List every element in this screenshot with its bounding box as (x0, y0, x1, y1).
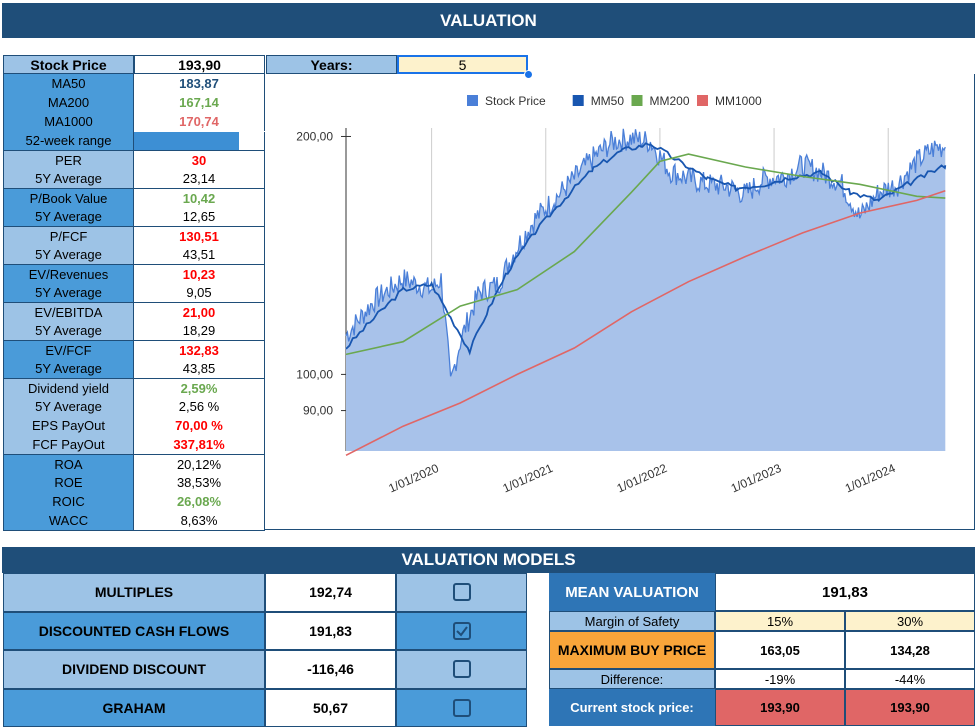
metric-label: ROIC (3, 492, 134, 511)
metric-value: 12,65 (134, 207, 265, 226)
years-input[interactable]: 5 (397, 55, 528, 74)
metric-value: 18,29 (134, 321, 265, 340)
metric-value: 183,87 (134, 74, 265, 93)
stock-price-label: Stock Price (3, 55, 134, 74)
metric-value: 21,00 (134, 302, 265, 321)
difference-30: -44% (845, 669, 975, 689)
metric-value: 26,08% (134, 492, 265, 511)
metric-label: P/FCF (3, 226, 134, 245)
metric-value: 43,85 (134, 359, 265, 378)
metric-value: 9,05 (134, 283, 265, 302)
model-label: MULTIPLES (3, 573, 265, 612)
difference-15: -19% (715, 669, 845, 689)
mean-valuation-value: 191,83 (715, 573, 975, 611)
metric-label: Dividend yield (3, 378, 134, 397)
metric-value: 30 (134, 150, 265, 169)
max-buy-price-label: MAXIMUM BUY PRICE (549, 631, 715, 669)
current-stock-price-30: 193,90 (845, 689, 975, 726)
selection-handle[interactable] (524, 70, 533, 79)
chart-frame (265, 74, 975, 530)
model-value: 191,83 (265, 611, 396, 651)
model-checkbox-cell (396, 688, 527, 727)
metric-value: 43,51 (134, 245, 265, 264)
mean-valuation-label: MEAN VALUATION (549, 573, 715, 611)
metric-label: 5Y Average (3, 283, 134, 302)
metric-value: 337,81% (134, 435, 265, 454)
metric-label: 5Y Average (3, 397, 134, 416)
model-checkbox-cell (396, 611, 527, 651)
valuation-models-title: VALUATION MODELS (2, 547, 975, 573)
difference-label: Difference: (549, 669, 715, 689)
years-label: Years: (266, 55, 397, 74)
metric-value: 10,23 (134, 264, 265, 283)
max-buy-price-30: 134,28 (845, 631, 975, 669)
metric-label: P/Book Value (3, 188, 134, 207)
metric-value: 2,59% (134, 378, 265, 397)
52-week-range-bar (134, 132, 265, 150)
metric-label: EV/Revenues (3, 264, 134, 283)
current-stock-price-label: Current stock price: (549, 689, 715, 726)
model-label: DIVIDEND DISCOUNT (3, 650, 265, 689)
current-stock-price-15: 193,90 (715, 689, 845, 726)
margin-30-value[interactable]: 30% (845, 611, 975, 631)
metric-value: 2,56 % (134, 397, 265, 416)
model-label: DISCOUNTED CASH FLOWS (3, 611, 265, 651)
margin-15-value[interactable]: 15% (715, 611, 845, 631)
metric-label: 5Y Average (3, 169, 134, 188)
metric-label: EPS PayOut (3, 416, 134, 435)
metric-value: 70,00 % (134, 416, 265, 435)
metric-label: WACC (3, 511, 134, 530)
metrics-bottom-border (3, 530, 265, 531)
metric-label: PER (3, 150, 134, 169)
margin-of-safety-label: Margin of Safety (549, 611, 715, 631)
metric-label: ROA (3, 454, 134, 473)
model-label: GRAHAM (3, 688, 265, 727)
metric-value: 132,83 (134, 340, 265, 359)
checkbox[interactable] (452, 699, 471, 718)
model-value: 192,74 (265, 573, 396, 612)
metric-label: MA1000 (3, 112, 134, 131)
model-value: 50,67 (265, 688, 396, 727)
metric-label: ROE (3, 473, 134, 492)
metric-value: 167,14 (134, 93, 265, 112)
metric-label: MA50 (3, 74, 134, 93)
model-checkbox-cell (396, 650, 527, 689)
checked-checkbox[interactable] (452, 621, 471, 640)
page-title: VALUATION (2, 3, 975, 38)
model-checkbox-cell (396, 573, 527, 612)
checkbox[interactable] (452, 660, 471, 679)
metric-label: FCF PayOut (3, 435, 134, 454)
metric-value: 130,51 (134, 226, 265, 245)
metric-label: MA200 (3, 93, 134, 112)
metric-value: 170,74 (134, 112, 265, 131)
metric-value: 23,14 (134, 169, 265, 188)
checkbox[interactable] (452, 583, 471, 602)
metric-label: EV/EBITDA (3, 302, 134, 321)
model-value: -116,46 (265, 650, 396, 689)
metric-label: 5Y Average (3, 321, 134, 340)
metric-label: 52-week range (3, 131, 134, 150)
metric-label: EV/FCF (3, 340, 134, 359)
metric-label: 5Y Average (3, 359, 134, 378)
max-buy-price-15: 163,05 (715, 631, 845, 669)
metric-label: 5Y Average (3, 245, 134, 264)
metric-value: 8,63% (134, 511, 265, 530)
metric-value: 10,42 (134, 188, 265, 207)
metric-value: 38,53% (134, 473, 265, 492)
checkmark-icon (455, 626, 468, 637)
metric-value: 20,12% (134, 454, 265, 473)
metric-label: 5Y Average (3, 207, 134, 226)
stock-price-value[interactable]: 193,90 (134, 55, 265, 74)
